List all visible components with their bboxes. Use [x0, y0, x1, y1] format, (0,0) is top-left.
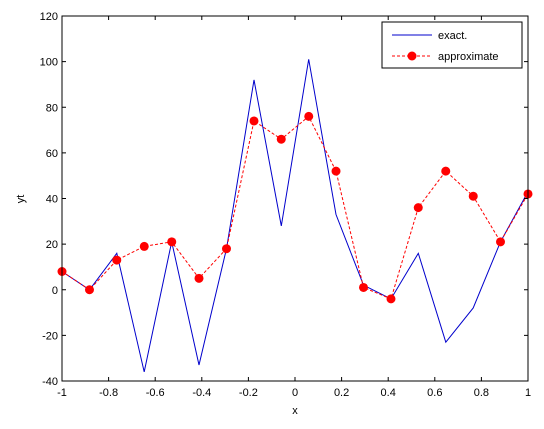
x-axis-label: x — [292, 405, 298, 417]
series-approximate-point — [276, 134, 286, 144]
series-approximate-point — [468, 191, 478, 201]
x-tick-label: 1 — [525, 387, 531, 399]
y-tick-label: 120 — [40, 11, 58, 23]
series-approximate-point — [84, 285, 94, 295]
series-approximate-point — [496, 237, 506, 247]
legend-box — [381, 21, 523, 69]
x-tick-label: 0.6 — [427, 387, 442, 399]
series-approximate-point — [194, 273, 204, 283]
x-tick-label: -0.8 — [99, 387, 118, 399]
y-tick-label: 20 — [46, 239, 58, 251]
x-tick-label: 0 — [292, 387, 298, 399]
x-tick-label: 0.2 — [334, 387, 349, 399]
plot-area — [62, 16, 528, 381]
x-tick-label: 0.4 — [381, 387, 396, 399]
series-layer — [57, 59, 533, 373]
series-approximate-point — [413, 203, 423, 213]
y-tick-label: 80 — [46, 102, 58, 114]
y-tick-label: -20 — [42, 330, 58, 342]
series-exact-line — [61, 59, 529, 373]
legend-approximate-marker — [407, 51, 417, 61]
y-tick-label: 0 — [52, 285, 58, 297]
y-tick-label: 60 — [46, 148, 58, 160]
series-approximate-point — [249, 116, 259, 126]
x-tick-label: -0.6 — [146, 387, 165, 399]
y-axis-label: yt — [15, 195, 27, 204]
y-axis: -40 -20 0 20 40 60 80 100 120 — [40, 11, 528, 388]
series-approximate-point — [441, 166, 451, 176]
y-tick-label: 100 — [40, 57, 58, 69]
x-tick-label: -0.2 — [239, 387, 258, 399]
y-tick-label: 40 — [46, 194, 58, 206]
series-approximate-point — [304, 111, 314, 121]
series-approximate-point — [331, 166, 341, 176]
x-tick-label: -0.4 — [192, 387, 211, 399]
x-axis: -1 -0.8 -0.6 -0.4 -0.2 0 0.2 0.4 0.6 0.8 1 — [57, 16, 531, 399]
legend-exact-label: exact. — [438, 30, 467, 42]
series-approximate-point — [386, 294, 396, 304]
legend-approximate-label: approximate — [438, 51, 499, 63]
series-approximate-point — [139, 241, 149, 251]
series-approximate-point — [167, 237, 177, 247]
series-approximate-point — [359, 282, 369, 292]
series-approximate-point — [112, 255, 122, 265]
x-tick-label: -1 — [57, 387, 67, 399]
y-tick-label: -40 — [42, 376, 58, 388]
x-tick-label: 0.8 — [474, 387, 489, 399]
legend: exact. approximate — [381, 21, 523, 69]
series-approximate-point — [221, 244, 231, 254]
